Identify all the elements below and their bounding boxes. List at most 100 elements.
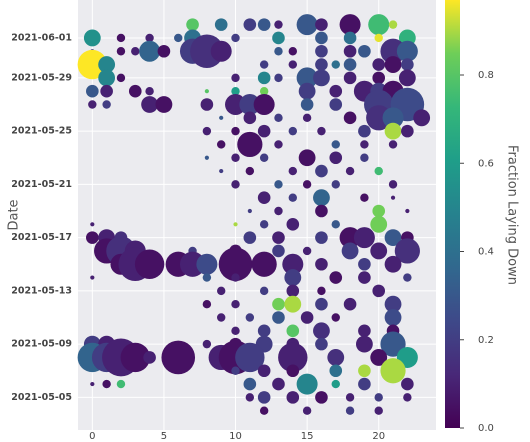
bubble bbox=[83, 29, 101, 47]
bubble bbox=[370, 242, 388, 260]
bubble bbox=[331, 379, 340, 389]
bubble bbox=[286, 324, 300, 338]
bubble bbox=[358, 364, 371, 378]
bubble bbox=[274, 113, 283, 123]
bubble bbox=[200, 98, 214, 111]
bubble bbox=[272, 231, 285, 244]
bubble bbox=[358, 324, 371, 338]
bubble bbox=[288, 193, 297, 202]
bubble bbox=[231, 180, 240, 189]
bubble bbox=[331, 220, 340, 229]
bubble bbox=[259, 406, 269, 415]
bubble bbox=[251, 251, 277, 277]
bubble bbox=[274, 206, 283, 216]
bubble bbox=[90, 381, 95, 387]
bubble bbox=[219, 115, 224, 120]
bubble bbox=[231, 366, 240, 375]
bubble bbox=[253, 94, 275, 115]
bubble bbox=[231, 126, 240, 136]
bubble bbox=[245, 393, 255, 402]
bubble bbox=[272, 311, 285, 324]
bubble bbox=[360, 193, 369, 202]
bubble bbox=[243, 377, 257, 391]
bubble bbox=[286, 218, 300, 231]
bubble bbox=[274, 20, 283, 29]
y-tick-label: 2021-05-17 bbox=[11, 232, 72, 243]
bubble bbox=[343, 297, 357, 311]
bubble bbox=[403, 393, 412, 402]
bubble bbox=[217, 140, 226, 149]
bubble bbox=[343, 71, 357, 85]
bubble bbox=[298, 82, 316, 100]
bubble bbox=[396, 40, 418, 62]
bubble bbox=[315, 297, 328, 311]
bubble bbox=[98, 69, 116, 87]
bubble bbox=[374, 406, 383, 415]
bubble bbox=[272, 297, 285, 311]
bubble bbox=[403, 273, 412, 282]
bubble bbox=[384, 56, 402, 73]
bubble bbox=[257, 18, 271, 31]
bubble bbox=[204, 155, 209, 160]
bubble bbox=[288, 47, 297, 56]
bubble bbox=[401, 124, 414, 138]
bubble bbox=[257, 124, 271, 138]
bubble bbox=[315, 18, 328, 31]
bubble bbox=[388, 180, 398, 189]
bubble bbox=[372, 71, 386, 85]
bubble bbox=[394, 238, 420, 264]
bubble bbox=[284, 295, 302, 313]
bubble bbox=[388, 20, 398, 29]
bubble bbox=[372, 284, 386, 298]
bubble bbox=[315, 257, 328, 271]
bubble bbox=[231, 326, 240, 336]
bubble bbox=[202, 126, 212, 136]
bubble bbox=[143, 351, 156, 364]
bubble bbox=[272, 244, 285, 258]
bubble bbox=[296, 14, 318, 36]
bubble bbox=[141, 96, 159, 113]
bubble bbox=[331, 60, 340, 69]
bubble bbox=[360, 140, 369, 149]
bubble bbox=[86, 84, 99, 98]
bubble bbox=[231, 153, 240, 162]
bubble bbox=[247, 208, 252, 214]
bubble bbox=[358, 271, 371, 284]
bubble bbox=[313, 69, 330, 87]
bubble bbox=[343, 58, 357, 71]
bubble bbox=[217, 313, 226, 322]
bubble bbox=[210, 40, 232, 62]
bubble bbox=[296, 67, 318, 89]
bubble bbox=[315, 391, 328, 404]
bubble bbox=[231, 299, 240, 309]
bubble bbox=[398, 69, 416, 87]
bubble bbox=[288, 166, 297, 176]
y-tick-label: 2021-05-21 bbox=[11, 179, 72, 190]
colorbar-tick-label: 0.0 bbox=[478, 423, 494, 434]
bubble bbox=[302, 246, 312, 256]
bubble bbox=[90, 275, 95, 280]
bubble bbox=[339, 14, 361, 36]
bubble bbox=[358, 377, 371, 391]
bubble bbox=[245, 166, 255, 176]
bubble bbox=[380, 358, 406, 384]
bubble bbox=[315, 204, 328, 218]
bubble bbox=[259, 86, 269, 96]
bubble bbox=[128, 84, 142, 98]
bubble bbox=[274, 73, 283, 83]
bubble bbox=[343, 111, 357, 125]
bubble bbox=[98, 56, 116, 73]
bubble bbox=[388, 140, 398, 149]
x-tick-label: 0 bbox=[89, 431, 95, 442]
colorbar bbox=[445, 0, 460, 428]
bubble bbox=[288, 126, 297, 136]
bubble bbox=[274, 140, 283, 149]
bubble bbox=[329, 151, 343, 165]
bubble bbox=[90, 222, 95, 227]
y-axis-title: Date bbox=[7, 199, 22, 230]
bubble bbox=[341, 242, 359, 260]
bubble bbox=[233, 222, 238, 227]
bubble bbox=[286, 391, 300, 404]
bubble bbox=[120, 342, 150, 373]
